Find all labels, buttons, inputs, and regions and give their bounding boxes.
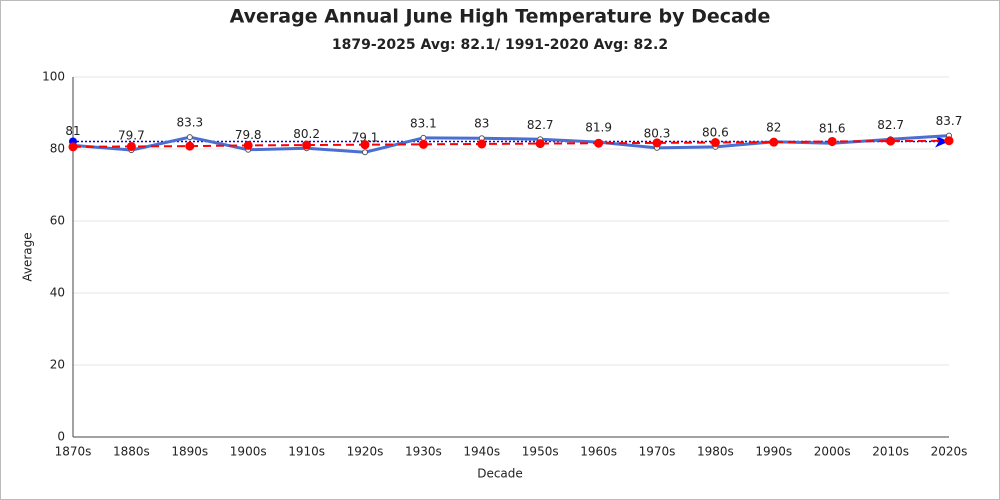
point xyxy=(594,138,604,148)
point xyxy=(535,139,545,149)
data-label: 81.6 xyxy=(819,122,846,136)
x-tick-label: 1940s xyxy=(463,445,500,459)
point xyxy=(362,149,368,156)
point xyxy=(126,141,136,151)
data-label: 80.3 xyxy=(644,126,671,140)
x-tick-label: 1910s xyxy=(288,445,325,459)
y-tick-label: 80 xyxy=(50,142,65,156)
data-label: 83.7 xyxy=(936,114,963,128)
data-label: 82.7 xyxy=(527,118,554,132)
data-label: 83.3 xyxy=(176,116,203,130)
reference-arrow xyxy=(935,135,949,148)
point xyxy=(420,134,427,141)
data-label: 81 xyxy=(65,124,80,138)
point xyxy=(886,136,896,146)
point xyxy=(418,139,428,149)
data-label: 80.6 xyxy=(702,125,729,139)
x-tick-label: 1920s xyxy=(347,445,384,459)
x-tick-label: 1890s xyxy=(171,445,208,459)
x-tick-label: 2010s xyxy=(872,445,909,459)
series-line xyxy=(72,139,950,148)
point xyxy=(360,140,370,150)
point xyxy=(652,138,662,148)
y-tick-label: 0 xyxy=(57,430,65,444)
data-label: 82 xyxy=(766,120,781,134)
point xyxy=(302,140,312,150)
point xyxy=(243,140,253,150)
x-tick-label: 1960s xyxy=(580,445,617,459)
data-label: 79.7 xyxy=(118,129,145,143)
y-tick-label: 20 xyxy=(50,358,65,372)
x-tick-label: 1970s xyxy=(639,445,676,459)
data-label: 83 xyxy=(474,117,489,131)
point xyxy=(185,141,195,151)
point xyxy=(769,137,779,147)
point xyxy=(827,136,837,146)
data-label: 83.1 xyxy=(410,116,437,130)
x-axis-label: Decade xyxy=(477,467,523,481)
x-tick-label: 1990s xyxy=(755,445,792,459)
y-tick-label: 100 xyxy=(42,70,65,84)
data-label: 80.2 xyxy=(293,127,320,141)
data-label: 82.7 xyxy=(877,118,904,132)
point xyxy=(186,134,193,141)
x-tick-label: 1950s xyxy=(522,445,559,459)
data-label: 79.1 xyxy=(352,131,379,145)
point xyxy=(68,142,78,152)
x-tick-label: 2000s xyxy=(814,445,851,459)
data-label: 81.9 xyxy=(585,121,612,135)
x-tick-label: 1880s xyxy=(113,445,150,459)
x-tick-label: 2020s xyxy=(931,445,968,459)
chart-subtitle: 1879-2025 Avg: 82.1/ 1991-2020 Avg: 82.2 xyxy=(332,37,668,53)
x-tick-label: 1870s xyxy=(55,445,92,459)
data-label: 79.8 xyxy=(235,128,262,142)
y-tick-label: 40 xyxy=(50,286,65,300)
x-tick-label: 1980s xyxy=(697,445,734,459)
y-axis-label: Average xyxy=(21,232,35,281)
point xyxy=(944,136,954,146)
x-tick-label: 1930s xyxy=(405,445,442,459)
point xyxy=(477,139,487,149)
chart-title: Average Annual June High Temperature by … xyxy=(230,6,771,28)
point xyxy=(710,138,720,148)
x-tick-label: 1900s xyxy=(230,445,267,459)
y-tick-label: 60 xyxy=(50,214,65,228)
